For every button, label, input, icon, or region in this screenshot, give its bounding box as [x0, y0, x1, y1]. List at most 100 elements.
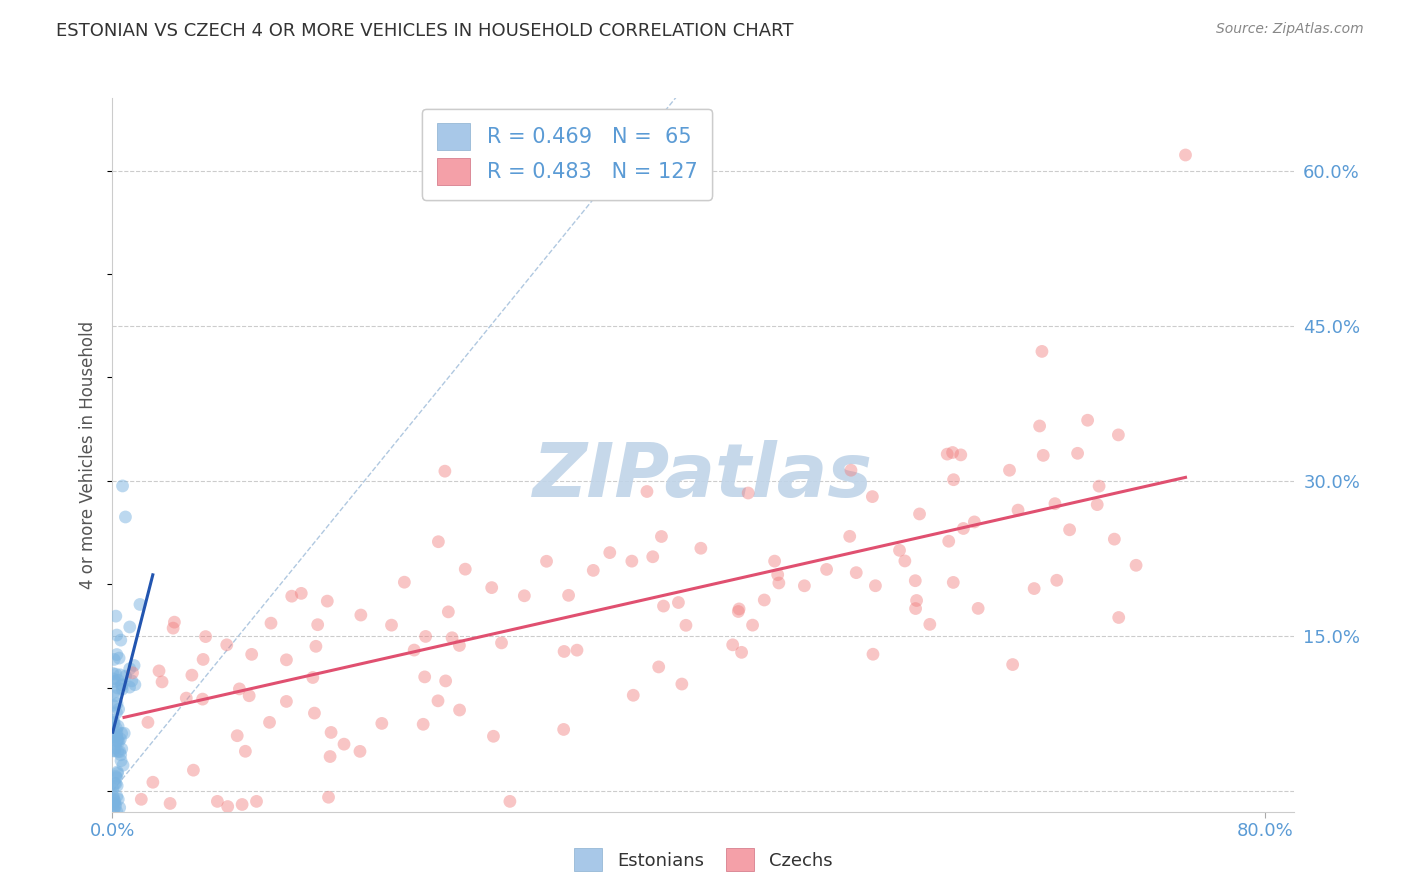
Point [104, 740, 127, 755]
Point [1108, 610, 1130, 624]
Point [433, 464, 456, 478]
Legend: R = 0.469   N =  65, R = 0.483   N = 127: R = 0.469 N = 65, R = 0.483 N = 127 [422, 109, 711, 200]
Point [107, 681, 129, 695]
Point [107, 719, 129, 733]
Point [1024, 582, 1046, 596]
Point [905, 593, 928, 607]
Point [105, 789, 128, 804]
Point [938, 534, 960, 549]
Point [793, 579, 815, 593]
Point [238, 689, 260, 703]
Point [942, 473, 965, 487]
Point [689, 541, 711, 556]
Point [1104, 532, 1126, 546]
Point [513, 589, 536, 603]
Point [104, 769, 127, 783]
Point [290, 586, 312, 600]
Point [652, 599, 675, 613]
Point [207, 794, 229, 808]
Point [111, 678, 134, 692]
Point [180, 668, 202, 682]
Point [621, 688, 644, 702]
Point [104, 744, 127, 758]
Legend: Estonians, Czechs: Estonians, Czechs [567, 841, 839, 879]
Point [860, 490, 883, 504]
Point [647, 660, 669, 674]
Point [101, 782, 124, 797]
Point [108, 800, 131, 814]
Point [1077, 413, 1099, 427]
Point [101, 698, 124, 713]
Point [110, 747, 132, 762]
Point [129, 792, 152, 806]
Point [1028, 419, 1050, 434]
Point [413, 670, 436, 684]
Point [104, 797, 127, 812]
Point [162, 621, 184, 635]
Point [441, 631, 464, 645]
Point [1007, 503, 1029, 517]
Point [449, 639, 471, 653]
Point [1088, 479, 1111, 493]
Text: ZIPatlas: ZIPatlas [533, 440, 873, 513]
Point [721, 638, 744, 652]
Point [838, 529, 860, 543]
Point [918, 617, 941, 632]
Point [105, 779, 128, 793]
Point [449, 703, 471, 717]
Point [427, 694, 450, 708]
Point [904, 574, 927, 588]
Point [108, 745, 131, 759]
Point [553, 644, 575, 658]
Point [104, 689, 127, 703]
Point [936, 447, 959, 461]
Point [108, 734, 131, 748]
Point [1066, 446, 1088, 460]
Point [148, 664, 170, 678]
Point [105, 733, 128, 747]
Point [107, 702, 129, 716]
Point [349, 744, 371, 758]
Point [228, 681, 250, 696]
Point [118, 680, 141, 694]
Point [105, 697, 128, 711]
Point [194, 630, 217, 644]
Point [1085, 498, 1108, 512]
Point [668, 595, 690, 609]
Point [963, 515, 986, 529]
Point [111, 479, 134, 493]
Point [104, 609, 127, 624]
Point [114, 669, 136, 683]
Point [105, 722, 128, 736]
Point [111, 682, 134, 697]
Point [114, 510, 136, 524]
Point [1043, 497, 1066, 511]
Point [103, 652, 125, 666]
Point [142, 775, 165, 789]
Y-axis label: 4 or more Vehicles in Household: 4 or more Vehicles in Household [79, 321, 97, 589]
Point [107, 673, 129, 688]
Point [482, 729, 505, 743]
Point [768, 576, 790, 591]
Point [226, 729, 249, 743]
Point [727, 605, 749, 619]
Point [105, 728, 128, 742]
Point [118, 620, 141, 634]
Point [491, 636, 513, 650]
Point [124, 678, 146, 692]
Point [191, 692, 214, 706]
Point [967, 601, 990, 615]
Point [304, 706, 326, 720]
Point [235, 744, 257, 758]
Point [481, 581, 503, 595]
Point [675, 618, 697, 632]
Point [281, 589, 304, 603]
Point [636, 484, 658, 499]
Point [276, 653, 298, 667]
Point [942, 575, 965, 590]
Point [319, 725, 342, 739]
Point [103, 803, 125, 817]
Point [104, 799, 127, 814]
Point [839, 463, 862, 477]
Point [737, 486, 759, 500]
